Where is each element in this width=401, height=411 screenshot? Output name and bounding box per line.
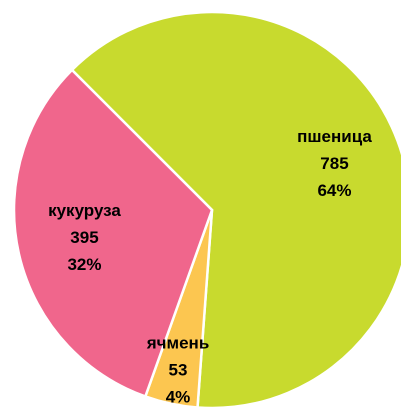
slice-percent: 64% [317, 181, 351, 200]
slice-percent: 32% [67, 255, 101, 274]
slice-label: ячмень [146, 333, 210, 352]
slice-label: пшеница [297, 127, 372, 146]
slice-label: кукуруза [48, 201, 121, 220]
pie-slice [12, 68, 214, 399]
slice-value: 395 [70, 228, 98, 247]
slice-value: 53 [169, 360, 188, 379]
slice-value: 785 [320, 154, 348, 173]
pie-slice [70, 10, 401, 410]
slice-percent: 4% [166, 387, 191, 406]
